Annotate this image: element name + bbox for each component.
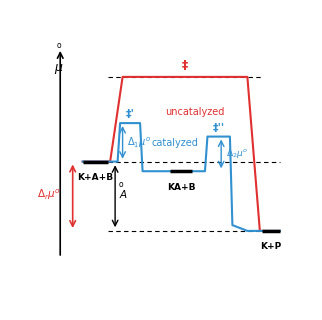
- Text: K+P: K+P: [260, 243, 282, 252]
- Text: $\mathit{A}$: $\mathit{A}$: [119, 188, 128, 200]
- Text: ‡'': ‡'': [213, 123, 225, 133]
- Text: $\Delta_2\mu^o$: $\Delta_2\mu^o$: [226, 148, 249, 160]
- Text: $\Delta_1\mu^o$: $\Delta_1\mu^o$: [127, 135, 151, 149]
- Text: o: o: [119, 180, 123, 188]
- Text: o: o: [57, 41, 61, 50]
- Text: catalyzed: catalyzed: [152, 138, 198, 148]
- Text: $\mu$: $\mu$: [54, 61, 64, 76]
- Text: $\Delta_r\mu^o$: $\Delta_r\mu^o$: [37, 187, 61, 202]
- Text: uncatalyzed: uncatalyzed: [165, 107, 225, 116]
- Text: KA+B: KA+B: [167, 183, 195, 192]
- Text: ‡': ‡': [126, 109, 135, 119]
- Text: K+A+B: K+A+B: [77, 173, 113, 182]
- Text: ‡: ‡: [182, 59, 188, 72]
